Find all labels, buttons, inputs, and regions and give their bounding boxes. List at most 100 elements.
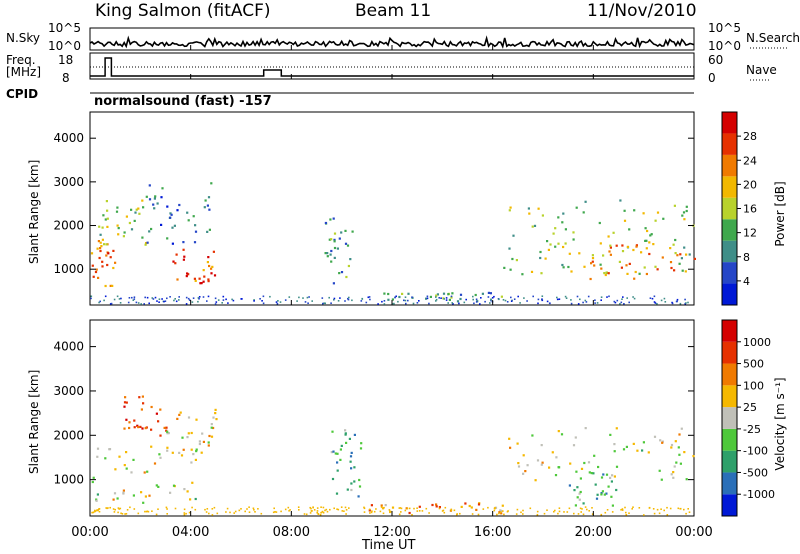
ground-scatter-cell — [370, 511, 373, 514]
ground-scatter-cell — [225, 511, 227, 513]
ground-scatter-cell — [205, 511, 208, 513]
ground-scatter-cell — [204, 508, 206, 511]
ground-scatter-cell — [322, 302, 324, 305]
scatter-cell — [516, 442, 519, 445]
ground-scatter-cell — [473, 302, 475, 305]
ground-scatter-cell — [151, 297, 154, 299]
scatter-cell — [198, 277, 201, 280]
scatter-cell — [509, 268, 512, 271]
scatter-cell — [195, 448, 198, 451]
scatter-cell — [475, 508, 478, 511]
nsearch-label: N.Search — [746, 31, 800, 45]
ground-scatter-cell — [279, 301, 282, 303]
ground-scatter-cell — [487, 296, 490, 298]
scatter-cell — [103, 243, 106, 246]
scatter-cell — [98, 225, 101, 228]
ground-scatter-cell — [178, 296, 180, 298]
ground-scatter-cell — [584, 299, 587, 302]
scatter-cell — [401, 292, 404, 295]
scatter-cell — [683, 451, 686, 454]
ground-scatter-cell — [653, 512, 656, 515]
ground-scatter-cell — [347, 297, 349, 300]
scatter-cell — [331, 477, 335, 481]
ground-scatter-cell — [287, 506, 290, 509]
scatter-cell — [96, 247, 99, 250]
scatter-cell — [623, 209, 626, 212]
scatter-cell — [186, 272, 189, 275]
ground-scatter-cell — [316, 507, 319, 509]
scatter-cell — [669, 247, 672, 250]
scatter-cell — [673, 269, 676, 272]
ground-scatter-cell — [277, 300, 279, 302]
scatter-cell — [526, 464, 529, 467]
ground-scatter-cell — [129, 506, 131, 509]
ground-scatter-cell — [109, 506, 111, 509]
ground-scatter-cell — [513, 298, 516, 300]
ground-scatter-cell — [344, 506, 347, 509]
ground-scatter-cell — [157, 508, 159, 510]
ground-scatter-cell — [553, 510, 555, 513]
ground-scatter-cell — [296, 300, 298, 302]
scatter-cell — [387, 298, 390, 301]
scatter-cell — [201, 432, 204, 435]
scatter-cell — [609, 433, 612, 436]
scatter-cell — [568, 252, 571, 255]
scatter-cell — [339, 458, 342, 461]
scatter-cell — [176, 209, 179, 212]
ground-scatter-cell — [676, 298, 679, 301]
scatter-cell — [104, 284, 107, 288]
ground-scatter-cell — [345, 509, 348, 511]
scatter-cell — [334, 452, 337, 455]
scatter-cell — [597, 465, 600, 469]
scatter-cell — [117, 227, 120, 230]
ground-scatter-cell — [363, 507, 366, 510]
scatter-cell — [104, 457, 107, 460]
velocity-panel-frame — [89, 319, 695, 517]
scatter-cell — [672, 243, 675, 246]
scatter-cell — [176, 417, 179, 420]
scatter-cell — [610, 495, 613, 498]
ground-scatter-cell — [330, 302, 332, 304]
ground-scatter-cell — [114, 508, 116, 511]
ground-scatter-cell — [484, 300, 486, 303]
scatter-cell — [212, 426, 215, 430]
ground-scatter-cell — [398, 513, 401, 516]
scatter-cell — [615, 488, 618, 492]
ground-scatter-cell — [480, 297, 482, 299]
colorbar-tick-label: 16 — [743, 203, 757, 216]
ground-scatter-cell — [175, 300, 178, 303]
ground-scatter-cell — [105, 507, 107, 509]
ground-scatter-cell — [151, 510, 153, 512]
ground-scatter-cell — [166, 297, 168, 300]
ground-scatter-cell — [577, 303, 580, 305]
scatter-cell — [638, 272, 641, 275]
scatter-cell — [537, 207, 540, 210]
ground-scatter-cell — [97, 509, 99, 512]
scatter-cell — [98, 256, 101, 260]
scatter-cell — [524, 470, 527, 473]
scatter-cell — [165, 426, 168, 429]
scatter-cell — [105, 254, 108, 257]
ground-scatter-cell — [426, 295, 429, 298]
ground-scatter-cell — [161, 298, 163, 300]
ground-scatter-cell — [438, 507, 441, 510]
scatter-cell — [191, 481, 194, 484]
ground-scatter-cell — [191, 301, 194, 303]
scatter-cell — [99, 233, 102, 236]
noise-tick-left-top: 10^5 — [48, 21, 81, 35]
ground-scatter-cell — [625, 514, 628, 516]
scatter-cell — [344, 433, 347, 436]
scatter-cell — [607, 485, 610, 488]
ground-scatter-cell — [413, 507, 415, 510]
ground-scatter-cell — [397, 300, 399, 303]
colorbar-segment — [722, 283, 737, 305]
scatter-cell — [438, 506, 441, 509]
scatter-cell — [193, 277, 196, 280]
ground-scatter-cell — [676, 300, 678, 303]
scatter-cell — [460, 505, 463, 508]
ground-scatter-cell — [382, 512, 385, 515]
scatter-cell — [511, 257, 514, 261]
ground-scatter-cell — [442, 509, 445, 512]
scatter-cell — [167, 432, 170, 435]
scatter-cell — [195, 418, 198, 421]
